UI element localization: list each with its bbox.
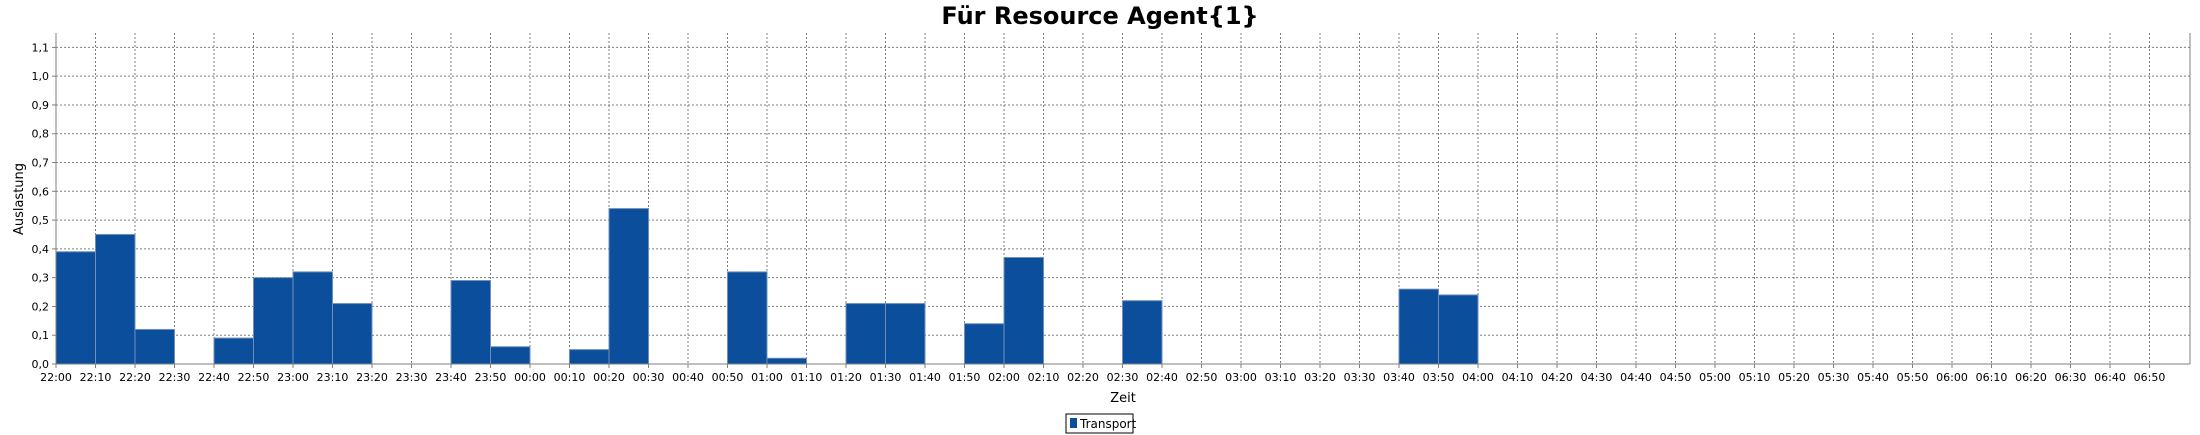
x-tick-label: 00:00: [514, 371, 546, 384]
x-tick-label: 22:20: [119, 371, 151, 384]
x-tick-label: 05:00: [1699, 371, 1731, 384]
x-tick-label: 23:30: [396, 371, 428, 384]
x-tick-label: 04:50: [1660, 371, 1692, 384]
y-tick-label: 0,4: [32, 243, 50, 256]
legend-swatch: [1070, 418, 1077, 428]
bar: [1398, 288, 1439, 365]
x-tick-label: 23:40: [435, 371, 467, 384]
y-tick-label: 1,1: [32, 41, 50, 54]
y-tick-label: 1,0: [32, 70, 50, 83]
x-tick-label: 22:40: [198, 371, 230, 384]
bar: [569, 349, 610, 365]
bar: [292, 271, 333, 365]
bar: [213, 337, 254, 365]
x-tick-label: 00:20: [593, 371, 625, 384]
legend-box: [1065, 413, 1134, 434]
bar: [845, 303, 886, 365]
bar: [332, 303, 373, 365]
chart-title: Für Resource Agent{1}: [941, 2, 1258, 30]
x-axis-label: Zeit: [1110, 391, 1136, 406]
bar: [885, 303, 926, 365]
x-tick-label: 02:30: [1107, 371, 1139, 384]
x-tick-label: 22:30: [159, 371, 191, 384]
x-tick-label: 00:50: [712, 371, 744, 384]
x-tick-label: 05:30: [1818, 371, 1850, 384]
x-tick-label: 22:00: [40, 371, 72, 384]
bar: [134, 328, 175, 365]
x-tick-label: 05:10: [1739, 371, 1771, 384]
bar: [608, 208, 649, 365]
legend-label-transport: Transport: [1079, 417, 1137, 431]
x-tick-label: 01:10: [791, 371, 823, 384]
grid-layer: [56, 33, 2190, 364]
x-tick-label: 23:00: [277, 371, 309, 384]
bar: [727, 271, 768, 365]
x-tick-label: 02:20: [1067, 371, 1099, 384]
x-tick-label: 02:10: [1028, 371, 1060, 384]
bar: [55, 251, 96, 365]
x-tick-label: 06:00: [1936, 371, 1968, 384]
x-tick-label: 01:20: [830, 371, 862, 384]
axis-layer: 0,0 0,1 0,2 0,3 0,4 0,5 0,6 0,7 0,8 0,9 1,0 1,1 22:0…: [32, 33, 2191, 384]
bar: [1003, 257, 1044, 365]
x-tick-label: 04:10: [1502, 371, 1534, 384]
x-tick-label: 03:40: [1383, 371, 1415, 384]
bar: [766, 357, 807, 365]
y-tick-label: 0,1: [32, 329, 50, 342]
x-tick-label: 23:50: [475, 371, 507, 384]
x-tick-label: 06:20: [2015, 371, 2047, 384]
legend: Transport: [1065, 413, 1137, 434]
x-tick-label: 01:50: [949, 371, 981, 384]
x-tick-label: 06:10: [1976, 371, 2008, 384]
x-tick-label: 22:50: [238, 371, 270, 384]
x-tick-label: 06:50: [2134, 371, 2166, 384]
y-tick-label: 0,2: [32, 300, 50, 313]
x-tick-label: 05:40: [1857, 371, 1889, 384]
y-tick-label: 0,8: [32, 128, 50, 141]
bar: [253, 277, 294, 365]
x-tick-label: 04:30: [1581, 371, 1613, 384]
x-tick-label: 03:00: [1225, 371, 1257, 384]
y-tick-label: 0,6: [32, 185, 50, 198]
x-tick-label: 23:10: [317, 371, 349, 384]
x-tick-label: 04:40: [1620, 371, 1652, 384]
x-tick-label: 05:20: [1778, 371, 1810, 384]
x-tick-label: 04:00: [1462, 371, 1494, 384]
x-tick-label: 04:20: [1541, 371, 1573, 384]
x-tick-label: 00:30: [633, 371, 665, 384]
x-tick-label: 06:30: [2055, 371, 2087, 384]
x-tick-label: 00:10: [554, 371, 586, 384]
y-tick-label: 0,3: [32, 272, 50, 285]
y-tick-label: 0,5: [32, 214, 50, 227]
x-tick-label: 01:00: [751, 371, 783, 384]
x-tick-label: 02:00: [988, 371, 1020, 384]
bar: [490, 346, 531, 365]
x-tick-label: 02:40: [1146, 371, 1178, 384]
bar: [95, 233, 136, 365]
x-tick-label: 03:20: [1304, 371, 1336, 384]
bar: [964, 323, 1005, 365]
x-tick-label: 06:40: [2094, 371, 2126, 384]
x-tick-label: 03:10: [1265, 371, 1297, 384]
bar: [450, 280, 491, 365]
x-tick-label: 05:50: [1897, 371, 1929, 384]
x-tick-label: 01:40: [909, 371, 941, 384]
bar: [1438, 294, 1479, 365]
x-tick-label: 03:30: [1344, 371, 1376, 384]
x-tick-label: 23:20: [356, 371, 388, 384]
bars-layer: [55, 208, 1479, 365]
y-axis-label: Auslastung: [12, 163, 27, 235]
y-tick-label: 0,9: [32, 99, 50, 112]
x-tick-label: 01:30: [870, 371, 902, 384]
x-tick-label: 00:40: [672, 371, 704, 384]
y-tick-label: 0,7: [32, 157, 50, 170]
x-tick-label: 03:50: [1423, 371, 1455, 384]
x-tick-label: 22:10: [80, 371, 112, 384]
y-tick-label: 0,0: [32, 358, 50, 371]
x-tick-label: 02:50: [1186, 371, 1218, 384]
bar: [1122, 300, 1163, 365]
